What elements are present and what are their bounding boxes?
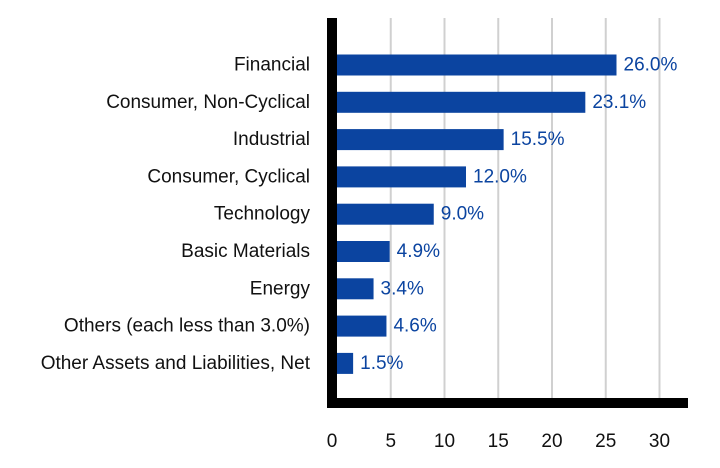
value-label: 26.0%	[624, 55, 678, 76]
x-tick-label: 15	[488, 431, 509, 452]
bar-8	[337, 352, 354, 374]
x-tick-label: 20	[541, 431, 562, 452]
value-label: 23.1%	[592, 92, 646, 113]
value-label: 3.4%	[381, 278, 424, 299]
bar-4	[337, 203, 434, 225]
category-label: Others (each less than 3.0%)	[64, 316, 310, 337]
x-tick-label: 25	[595, 431, 616, 452]
bar-6	[337, 278, 374, 300]
category-label: Consumer, Cyclical	[147, 166, 310, 187]
x-axis-line	[327, 398, 688, 408]
value-label: 1.5%	[360, 353, 403, 374]
value-label: 9.0%	[441, 204, 484, 225]
bar-0	[337, 54, 617, 76]
value-label: 15.5%	[511, 129, 565, 150]
bar-3	[337, 166, 466, 188]
bars-group	[337, 54, 617, 374]
bar-5	[337, 241, 390, 262]
x-tick-label: 5	[385, 431, 396, 452]
category-label: Technology	[214, 204, 311, 225]
x-tick-label: 10	[434, 431, 455, 452]
x-tick-label: 30	[649, 431, 670, 452]
category-label: Energy	[250, 278, 311, 299]
bar-1	[337, 91, 586, 113]
value-labels: 26.0% 23.1% 15.5% 12.0% 9.0%4.9% 3.4% 4.6% 1.5%	[360, 55, 677, 374]
category-label: Industrial	[233, 129, 310, 150]
axes	[327, 18, 688, 408]
category-label: Financial	[234, 55, 310, 76]
y-axis-line	[327, 18, 337, 407]
value-label: 4.9%	[397, 241, 440, 262]
x-tick-labels: 0 5 10 15 20 25 30	[327, 431, 670, 452]
bar-7	[337, 315, 387, 337]
value-label: 12.0%	[473, 166, 527, 187]
category-label: Consumer, Non-Cyclical	[106, 92, 310, 113]
category-label: Basic Materials	[181, 241, 310, 262]
category-labels: Financial Consumer, Non-Cyclical Industria…	[41, 55, 311, 374]
value-label: 4.6%	[393, 316, 436, 337]
bar-2	[337, 129, 504, 151]
gridlines	[389, 18, 661, 398]
x-tick-label: 0	[327, 431, 338, 452]
category-label: Other Assets and Liabilities, Net	[41, 353, 311, 374]
